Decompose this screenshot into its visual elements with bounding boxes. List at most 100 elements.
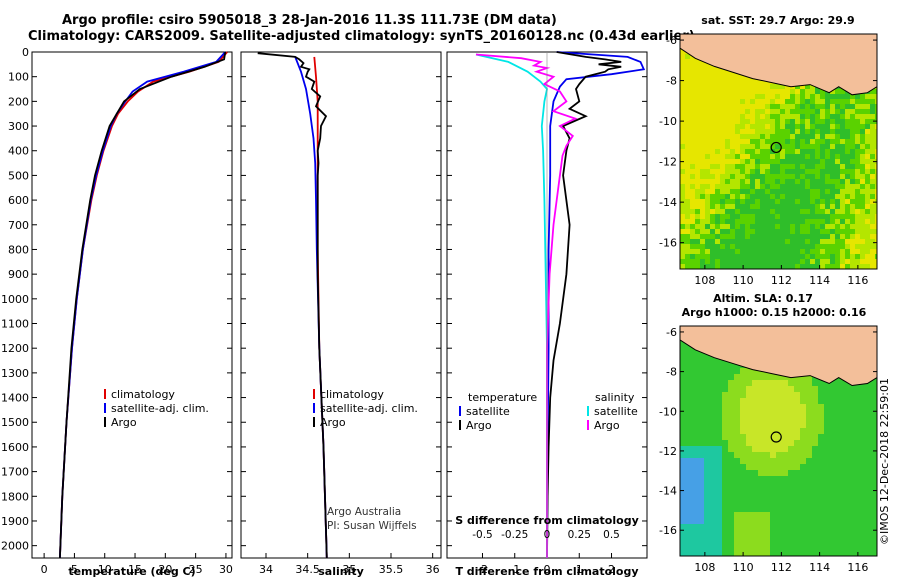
map-cell bbox=[715, 169, 721, 175]
map-cell bbox=[836, 440, 843, 447]
map-cell bbox=[776, 506, 783, 513]
map-cell bbox=[750, 144, 756, 150]
map-cell bbox=[685, 124, 691, 130]
map-cell bbox=[700, 194, 706, 200]
map-cell bbox=[785, 109, 791, 115]
map-cell bbox=[824, 422, 831, 429]
map-cell bbox=[692, 554, 699, 556]
map-cell bbox=[720, 104, 726, 110]
map-cell bbox=[835, 159, 841, 165]
map-cell bbox=[866, 398, 873, 405]
map-cell bbox=[770, 536, 777, 543]
map-cell bbox=[715, 184, 721, 190]
map-cell bbox=[780, 169, 786, 175]
map-cell bbox=[795, 229, 801, 235]
map-cell bbox=[848, 434, 855, 441]
map-cell bbox=[842, 458, 849, 465]
map-cell bbox=[855, 99, 861, 105]
map-cell bbox=[840, 104, 846, 110]
map-cell bbox=[780, 129, 786, 135]
map-cell bbox=[710, 139, 716, 145]
legend-label: Argo bbox=[466, 419, 492, 432]
map-cell bbox=[692, 458, 699, 465]
map-cell bbox=[842, 536, 849, 543]
map-cell bbox=[680, 59, 686, 65]
map-cell bbox=[824, 494, 831, 501]
map-cell bbox=[705, 154, 711, 160]
map-cell bbox=[848, 548, 855, 555]
map-cell bbox=[690, 209, 696, 215]
map-cell bbox=[716, 470, 723, 477]
map-cell bbox=[704, 512, 711, 519]
map-cell bbox=[716, 434, 723, 441]
map-cell bbox=[855, 119, 861, 125]
map-cell bbox=[698, 476, 705, 483]
map-cell bbox=[725, 159, 731, 165]
map-cell bbox=[836, 458, 843, 465]
map-cell bbox=[875, 104, 877, 110]
map-cell bbox=[700, 174, 706, 180]
map-cell bbox=[755, 119, 761, 125]
map-cell bbox=[680, 482, 687, 489]
map-cell bbox=[825, 124, 831, 130]
map-cell bbox=[690, 124, 696, 130]
map-cell bbox=[710, 380, 717, 387]
y-tick-label: -16 bbox=[659, 524, 677, 537]
map-cell bbox=[695, 109, 701, 115]
map-cell bbox=[705, 224, 711, 230]
map-cell bbox=[830, 488, 837, 495]
map-cell bbox=[728, 500, 735, 507]
map-cell bbox=[765, 254, 771, 260]
series-line bbox=[475, 53, 578, 558]
map-cell bbox=[752, 536, 759, 543]
map-cell bbox=[765, 104, 771, 110]
map-cell bbox=[830, 512, 837, 519]
map-cell bbox=[785, 199, 791, 205]
map-cell bbox=[746, 518, 753, 525]
y-tick-label: 1300 bbox=[1, 367, 29, 380]
map-cell bbox=[725, 214, 731, 220]
map-cell bbox=[776, 464, 783, 471]
map-cell bbox=[710, 169, 716, 175]
map-cell bbox=[750, 224, 756, 230]
map-cell bbox=[870, 194, 876, 200]
map-cell bbox=[750, 189, 756, 195]
map-cell bbox=[710, 214, 716, 220]
map-cell bbox=[780, 229, 786, 235]
map-cell bbox=[788, 428, 795, 435]
map-cell bbox=[860, 264, 866, 269]
map-cell bbox=[860, 169, 866, 175]
map-cell bbox=[875, 214, 877, 220]
map-cell bbox=[734, 530, 741, 537]
map-cell bbox=[794, 548, 801, 555]
map-cell bbox=[830, 404, 837, 411]
map-cell bbox=[765, 114, 771, 120]
map-cell bbox=[785, 114, 791, 120]
map-cell bbox=[734, 470, 741, 477]
map-cell bbox=[752, 500, 759, 507]
map-cell bbox=[872, 404, 877, 411]
map-cell bbox=[746, 368, 753, 375]
map-cell bbox=[740, 440, 747, 447]
map-cell bbox=[815, 259, 821, 265]
map-cell bbox=[760, 119, 766, 125]
map-cell bbox=[720, 129, 726, 135]
map-cell bbox=[740, 259, 746, 265]
map-cell bbox=[685, 244, 691, 250]
map-cell bbox=[690, 139, 696, 145]
map-cell bbox=[782, 470, 789, 477]
map-cell bbox=[850, 134, 856, 140]
map-cell bbox=[704, 470, 711, 477]
map-cell bbox=[752, 440, 759, 447]
map-cell bbox=[752, 470, 759, 477]
map-cell bbox=[722, 446, 729, 453]
map-cell bbox=[824, 410, 831, 417]
map-cell bbox=[746, 410, 753, 417]
x-tick-label: 36 bbox=[426, 563, 440, 576]
map-cell bbox=[870, 159, 876, 165]
map-cell bbox=[764, 530, 771, 537]
map-cell bbox=[806, 434, 813, 441]
s-tick-label: 0.25 bbox=[568, 529, 591, 541]
map-cell bbox=[835, 239, 841, 245]
map-cell bbox=[770, 410, 777, 417]
